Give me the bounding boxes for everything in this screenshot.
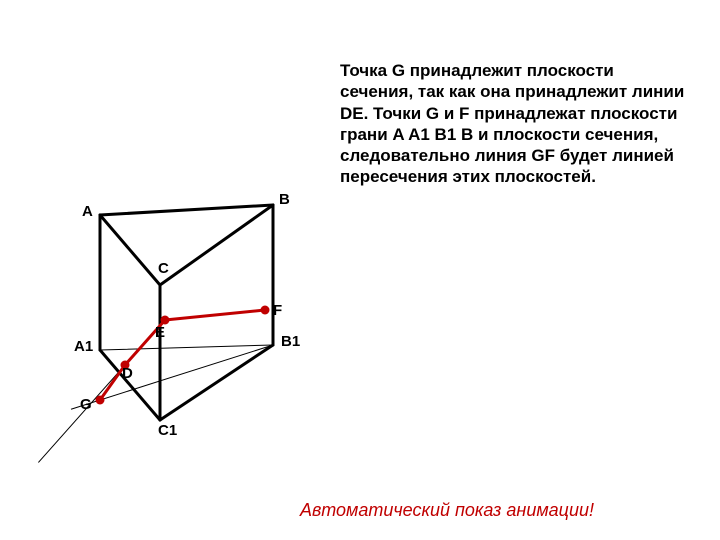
point-label-D: D	[122, 365, 133, 382]
point-label-G: G	[80, 396, 92, 413]
point-label-F: F	[273, 302, 282, 319]
point-label-C: C	[158, 260, 169, 277]
point-label-B: B	[279, 191, 290, 208]
diagram-canvas: A B C A1 B1 C1 D E F G Точка G принадлежит плоско…	[0, 0, 720, 540]
point-label-C1: C1	[158, 422, 177, 439]
footer-text: Автоматический показ анимации!	[300, 500, 594, 521]
point-label-E: E	[155, 324, 165, 341]
explanation-text: Точка G принадлежит плоскости сечения, т…	[340, 60, 690, 188]
point-label-A1: A1	[74, 338, 93, 355]
point-label-B1: B1	[281, 333, 300, 350]
point-label-A: A	[82, 203, 93, 220]
